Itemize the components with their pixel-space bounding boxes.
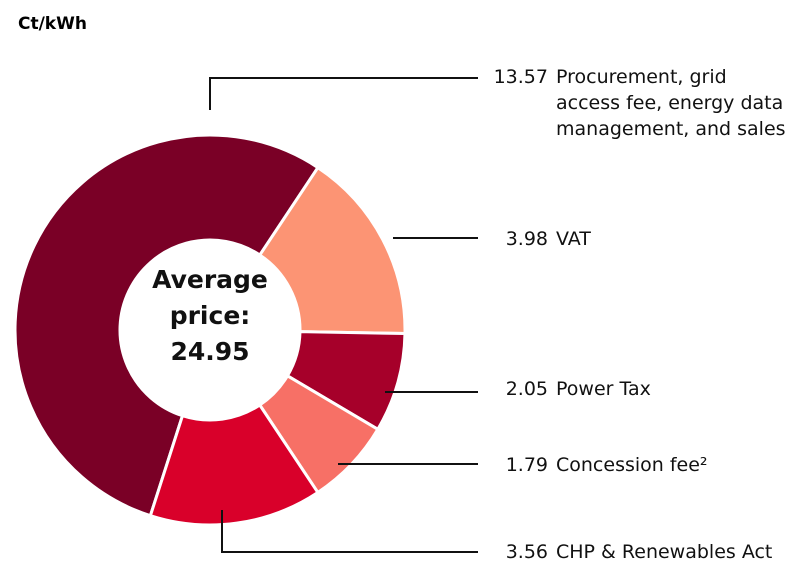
donut-segment — [257, 165, 407, 336]
leader-line — [221, 510, 478, 553]
category-label: CHP & Renewables Act — [556, 541, 773, 563]
category-label: Power Tax — [556, 378, 651, 400]
unit-label: Ct/kWh — [18, 14, 87, 34]
value-label: 2.05 — [505, 378, 548, 400]
donut-segment — [13, 133, 320, 518]
category-label: Concession fee² — [556, 454, 708, 476]
category-label: VAT — [556, 228, 591, 250]
value-label: 13.57 — [493, 66, 548, 88]
leader-line — [209, 77, 478, 110]
value-label: 3.98 — [505, 228, 548, 250]
center-label: Average price: 24.95 — [130, 262, 290, 370]
donut-segment — [148, 402, 320, 527]
center-total: 24.95 — [170, 337, 250, 366]
category-label: Procurement, grid access fee, energy dat… — [556, 66, 786, 140]
center-caption: Average price: — [152, 265, 268, 330]
value-label: 3.56 — [505, 541, 548, 563]
value-label: 1.79 — [505, 454, 548, 476]
